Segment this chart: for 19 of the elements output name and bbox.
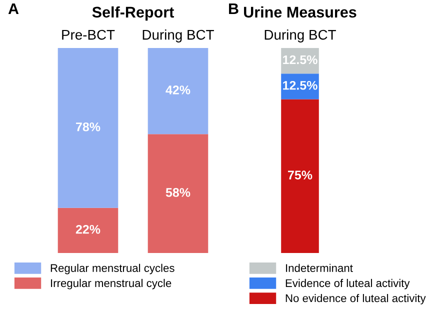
data-label: 75% <box>288 170 312 180</box>
chart-title: Urine Measures <box>244 6 356 18</box>
x-tick-label: Pre-BCT <box>62 30 115 40</box>
data-label: 78% <box>76 122 100 132</box>
x-tick-label: During BCT <box>142 29 214 42</box>
data-label: 42% <box>166 86 190 94</box>
data-label: 58% <box>166 188 190 197</box>
legend-label: Regular menstrual cycles <box>50 264 174 274</box>
text: B <box>229 3 238 14</box>
legend-label: Evidence of luteal activity <box>286 278 410 290</box>
x-tick-label: During BCT <box>264 29 336 42</box>
legend-label: No evidence of luteal activity <box>286 294 426 304</box>
data-label: 22% <box>76 224 100 234</box>
chart-title: Self-Report <box>92 6 174 21</box>
legend-label: Indeterminant <box>286 264 353 272</box>
legend-label: Irregular menstrual cycle <box>51 278 172 290</box>
data-label: 12.5% <box>283 80 318 90</box>
data-label: 12.5% <box>283 55 318 64</box>
text: A <box>8 3 19 14</box>
